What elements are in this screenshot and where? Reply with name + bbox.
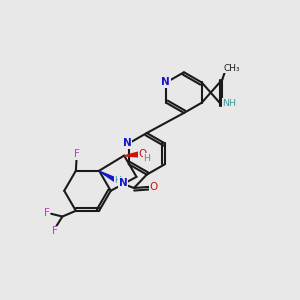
Polygon shape: [99, 171, 124, 186]
Text: F: F: [74, 149, 80, 159]
Polygon shape: [124, 152, 140, 157]
Text: F: F: [44, 208, 50, 218]
Text: CH₃: CH₃: [223, 64, 240, 73]
Text: H: H: [143, 154, 150, 163]
Text: N: N: [119, 178, 128, 188]
Text: N: N: [161, 77, 170, 87]
Text: N: N: [123, 138, 132, 148]
Text: F: F: [52, 226, 58, 236]
Text: H: H: [114, 176, 121, 185]
Text: O: O: [138, 149, 146, 159]
Text: NH: NH: [222, 99, 236, 108]
Text: O: O: [150, 182, 158, 192]
